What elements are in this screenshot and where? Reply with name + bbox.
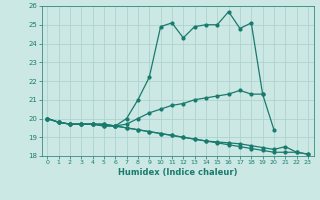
- X-axis label: Humidex (Indice chaleur): Humidex (Indice chaleur): [118, 168, 237, 177]
